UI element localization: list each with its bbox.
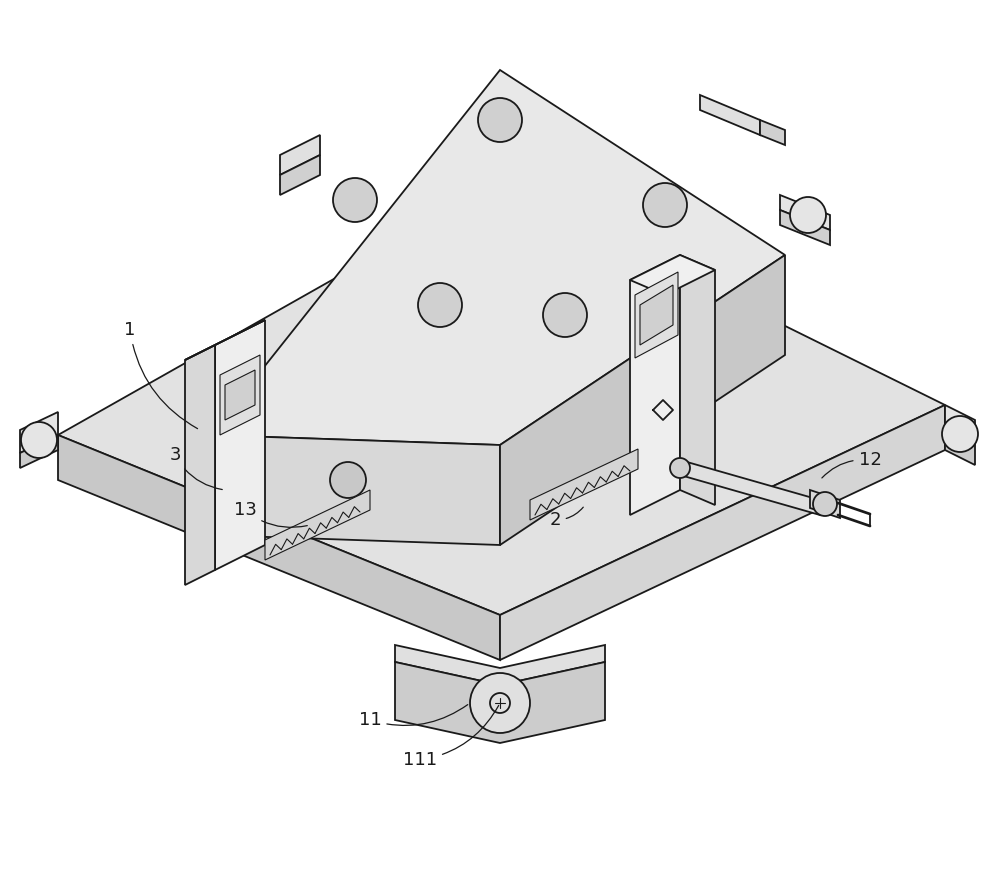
- Polygon shape: [210, 70, 785, 445]
- Polygon shape: [210, 435, 500, 545]
- Circle shape: [790, 197, 826, 233]
- Polygon shape: [280, 135, 320, 175]
- Circle shape: [670, 458, 690, 478]
- Polygon shape: [185, 320, 265, 360]
- Circle shape: [333, 178, 377, 222]
- Polygon shape: [20, 435, 58, 468]
- Polygon shape: [680, 460, 820, 515]
- Text: 111: 111: [403, 705, 499, 769]
- Polygon shape: [20, 412, 58, 453]
- Polygon shape: [630, 255, 680, 515]
- Polygon shape: [58, 185, 945, 615]
- Circle shape: [942, 416, 978, 452]
- Polygon shape: [810, 490, 840, 518]
- Polygon shape: [945, 405, 975, 443]
- Circle shape: [643, 183, 687, 227]
- Circle shape: [478, 98, 522, 142]
- Polygon shape: [500, 255, 785, 545]
- Polygon shape: [58, 435, 500, 660]
- Polygon shape: [945, 428, 975, 465]
- Polygon shape: [225, 370, 255, 420]
- Text: 2: 2: [549, 507, 583, 529]
- Polygon shape: [780, 210, 830, 245]
- Polygon shape: [640, 285, 673, 345]
- Text: 1: 1: [124, 321, 198, 428]
- Polygon shape: [530, 449, 638, 520]
- Polygon shape: [280, 155, 320, 195]
- Circle shape: [330, 462, 366, 498]
- Polygon shape: [185, 345, 215, 585]
- Text: 3: 3: [169, 446, 222, 490]
- Circle shape: [21, 422, 57, 458]
- Polygon shape: [395, 645, 605, 685]
- Polygon shape: [395, 662, 605, 743]
- Circle shape: [813, 492, 837, 516]
- Polygon shape: [780, 195, 830, 230]
- Circle shape: [645, 405, 675, 435]
- Circle shape: [470, 673, 530, 733]
- Polygon shape: [635, 272, 678, 358]
- Polygon shape: [760, 120, 785, 145]
- Circle shape: [543, 293, 587, 337]
- Polygon shape: [220, 355, 260, 435]
- Polygon shape: [680, 255, 715, 505]
- Polygon shape: [700, 95, 760, 135]
- Polygon shape: [630, 255, 715, 295]
- Text: 12: 12: [822, 451, 881, 478]
- Polygon shape: [215, 320, 265, 570]
- Polygon shape: [500, 405, 945, 660]
- Polygon shape: [265, 490, 370, 560]
- Circle shape: [418, 283, 462, 327]
- Text: 11: 11: [359, 704, 468, 729]
- Text: 13: 13: [234, 501, 307, 527]
